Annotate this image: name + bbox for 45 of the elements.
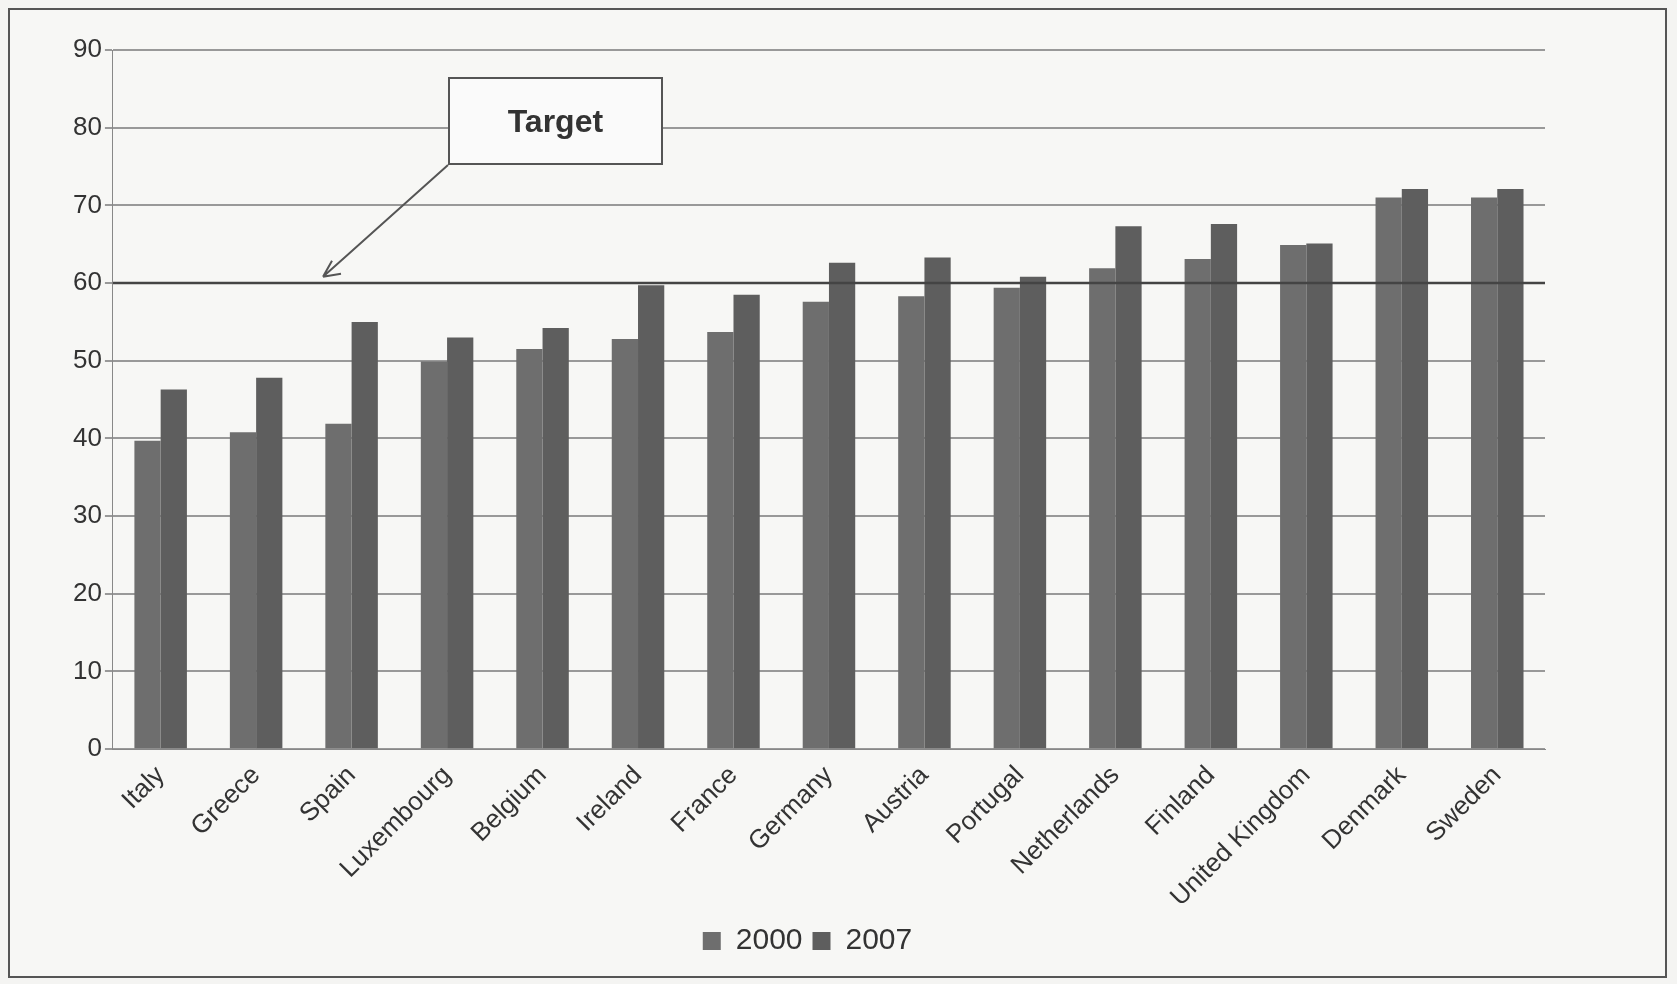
x-tick-label: Italy — [115, 759, 170, 815]
y-tick-label: 70 — [73, 188, 102, 219]
bar — [1115, 226, 1142, 749]
bar — [1019, 276, 1047, 749]
callout-box: Target — [447, 77, 663, 166]
y-tick-label: 40 — [73, 421, 102, 452]
bar — [733, 294, 760, 749]
bar — [325, 423, 352, 749]
bar — [1184, 258, 1211, 749]
y-tick-label: 0 — [87, 732, 102, 763]
bar — [160, 389, 187, 749]
y-tick-label: 10 — [73, 654, 102, 685]
bar — [924, 257, 951, 749]
bar — [611, 338, 639, 749]
y-tick-label: 50 — [73, 343, 102, 374]
bar — [1210, 224, 1238, 749]
y-tick-label: 80 — [73, 110, 102, 141]
bar — [1280, 244, 1307, 749]
bar — [1375, 197, 1402, 749]
bar — [256, 377, 283, 749]
bar — [134, 440, 161, 749]
bar — [707, 331, 734, 749]
legend-label: 2007 — [845, 922, 913, 956]
annotation: Target — [507, 102, 604, 140]
bar — [229, 432, 257, 749]
bar — [542, 328, 569, 749]
bar — [1401, 189, 1429, 749]
bar — [1306, 243, 1333, 749]
y-tick-label: 20 — [73, 576, 102, 607]
y-tick-label: 90 — [73, 33, 102, 64]
bar — [1497, 189, 1524, 749]
bar — [1089, 268, 1116, 749]
bar — [420, 361, 448, 749]
legend-label: 2000 — [735, 922, 803, 956]
y-tick-label: 60 — [73, 266, 102, 297]
bar — [351, 321, 378, 749]
y-tick-label: 30 — [73, 499, 102, 530]
bar — [516, 349, 543, 749]
bar — [1471, 197, 1498, 749]
bar — [638, 285, 665, 749]
bar — [993, 287, 1020, 749]
bar — [828, 262, 856, 749]
bar — [898, 296, 925, 749]
bar — [802, 301, 829, 749]
bar — [447, 337, 474, 749]
